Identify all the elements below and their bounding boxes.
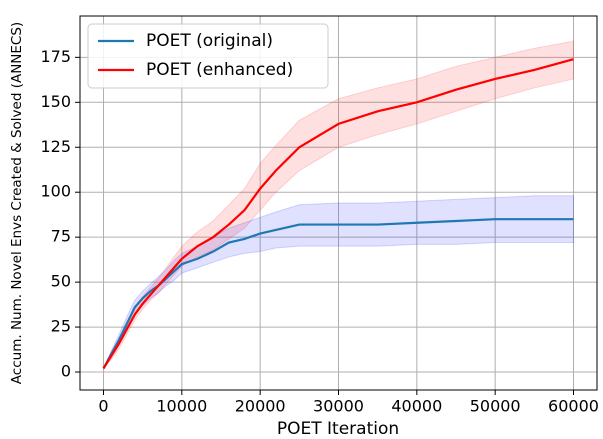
plot-frame — [79, 15, 598, 391]
y-axis-label: Accum. Num. Novel Envs Created & Solved … — [9, 22, 25, 384]
y-tick-label: 100 — [40, 182, 71, 201]
y-tick-label: 125 — [40, 137, 71, 156]
legend-box — [87, 23, 329, 89]
y-tick-label: 50 — [51, 272, 71, 291]
y-tick-label: 0 — [61, 362, 71, 381]
line-series — [102, 218, 574, 369]
line-series — [102, 58, 574, 370]
y-tick-label: 175 — [40, 47, 71, 66]
x-tick-label: 20000 — [235, 397, 286, 416]
legend-label: POET (enhanced) — [146, 60, 293, 80]
x-tick-label: 0 — [98, 397, 108, 416]
x-tick-label: 30000 — [313, 397, 364, 416]
x-tick-label: 60000 — [548, 397, 599, 416]
legend-label: POET (original) — [146, 31, 273, 51]
y-tick-label: 150 — [40, 92, 71, 111]
x-axis-label: POET Iteration — [277, 419, 399, 439]
y-tick-label: 25 — [51, 317, 71, 336]
legend: POET (original) POET (enhanced) — [87, 23, 329, 89]
x-tick-label: 50000 — [470, 397, 521, 416]
x-tick-label: 40000 — [391, 397, 442, 416]
y-tick-label: 75 — [51, 227, 71, 246]
x-tick-label: 10000 — [156, 397, 207, 416]
